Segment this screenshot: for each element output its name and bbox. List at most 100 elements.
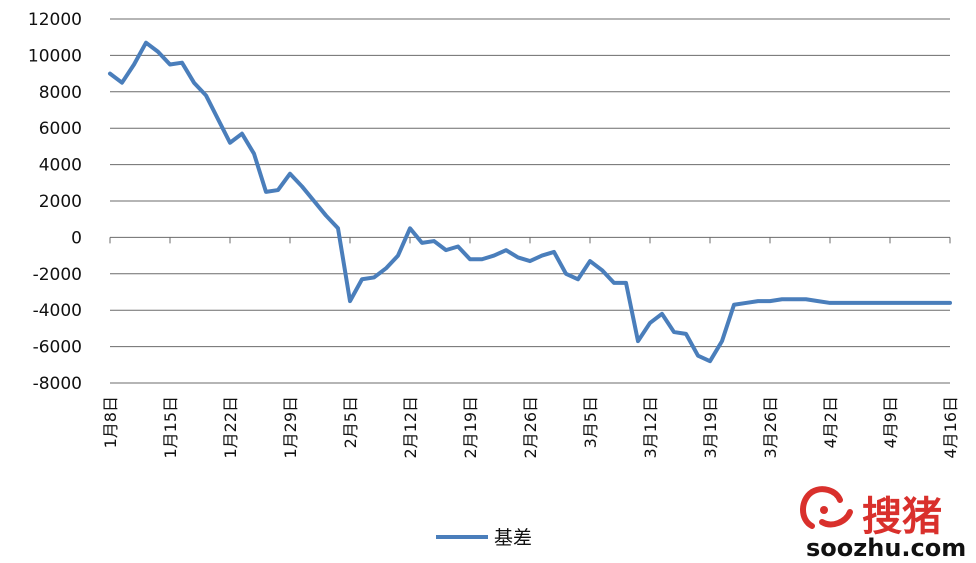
data-point xyxy=(277,189,279,191)
watermark-domain: soozhu.com xyxy=(806,534,966,562)
data-point xyxy=(181,62,183,64)
data-point xyxy=(625,282,627,284)
x-tick-label: 3月5日 xyxy=(581,396,600,448)
x-tick-label: 3月19日 xyxy=(701,396,720,459)
data-point xyxy=(889,302,891,304)
data-point xyxy=(133,63,135,66)
data-point xyxy=(721,340,723,342)
y-tick-label: 0 xyxy=(71,228,82,248)
data-point xyxy=(877,302,879,304)
data-point xyxy=(145,42,147,44)
data-point xyxy=(577,278,579,280)
data-point xyxy=(217,118,219,120)
watermark: 搜猪 soozhu.com xyxy=(800,486,966,562)
data-point xyxy=(949,302,951,304)
y-tick-label: -6000 xyxy=(33,338,82,358)
data-point xyxy=(337,227,339,229)
x-tick-label: 4月9日 xyxy=(881,396,900,448)
x-tick-label: 2月19日 xyxy=(461,396,480,459)
data-point xyxy=(481,258,483,260)
data-point xyxy=(493,255,495,257)
x-tick-label: 1月8日 xyxy=(101,396,120,448)
data-point xyxy=(733,304,735,306)
data-point xyxy=(397,255,399,257)
series-line-0 xyxy=(108,40,952,364)
data-point xyxy=(637,340,639,342)
data-point xyxy=(349,300,351,302)
data-point xyxy=(121,82,123,84)
data-point xyxy=(505,249,507,251)
x-tick-label: 3月26日 xyxy=(761,396,780,459)
data-point xyxy=(421,242,423,244)
y-tick-label: -8000 xyxy=(33,374,82,394)
x-tick-label: 3月12日 xyxy=(641,396,660,459)
y-tick-label: 4000 xyxy=(39,156,82,176)
data-point xyxy=(805,298,807,300)
data-point xyxy=(685,333,687,335)
data-point xyxy=(169,63,171,66)
x-tick-label: 1月29日 xyxy=(281,396,300,459)
x-axis xyxy=(109,236,951,244)
y-tick-label: 2000 xyxy=(39,192,82,212)
data-point xyxy=(361,278,363,280)
data-point xyxy=(829,302,831,304)
x-tick-label: 1月22日 xyxy=(221,396,240,459)
data-point xyxy=(109,73,111,75)
y-tick-label: 6000 xyxy=(39,119,82,139)
data-point xyxy=(673,331,675,333)
data-point xyxy=(289,173,291,175)
data-point xyxy=(793,298,795,300)
data-point xyxy=(205,94,207,97)
y-tick-label: -4000 xyxy=(33,301,82,321)
data-point xyxy=(913,302,915,304)
data-point xyxy=(229,142,231,144)
x-tick-label: 1月15日 xyxy=(161,396,180,459)
data-point xyxy=(457,245,459,248)
data-point xyxy=(301,185,303,188)
x-axis-ticks: 1月8日 1月15日 1月22日 1月29日 2月5日 2月12日 2月19日 2月26日 3月… xyxy=(101,396,960,459)
data-point xyxy=(769,300,771,302)
y-tick-label: 8000 xyxy=(39,83,82,103)
data-point xyxy=(661,313,663,315)
x-tick-label: 4月2日 xyxy=(821,396,840,448)
data-point xyxy=(433,240,435,242)
data-point xyxy=(193,82,195,84)
data-point xyxy=(757,300,759,302)
x-tick-label: 2月5日 xyxy=(341,396,360,448)
data-point xyxy=(613,282,615,284)
data-point xyxy=(901,302,903,304)
data-point xyxy=(697,355,699,357)
data-point xyxy=(817,300,819,302)
data-point xyxy=(469,258,471,260)
data-point xyxy=(853,302,855,304)
data-point xyxy=(373,276,375,279)
data-point xyxy=(601,269,603,271)
y-tick-label: -2000 xyxy=(33,265,82,285)
data-point xyxy=(925,302,927,304)
data-point xyxy=(385,267,387,269)
y-tick-label: 10000 xyxy=(28,46,82,66)
series-layer xyxy=(108,40,952,364)
y-tick-label: 12000 xyxy=(28,10,82,30)
data-point xyxy=(781,298,783,300)
x-tick-label: 2月26日 xyxy=(521,396,540,459)
data-point xyxy=(553,251,555,253)
data-point xyxy=(445,249,447,251)
data-point xyxy=(517,256,519,259)
watermark-chinese: 搜猪 xyxy=(862,494,942,540)
data-point xyxy=(157,51,159,53)
data-point xyxy=(241,133,243,135)
data-point xyxy=(565,273,567,275)
data-point xyxy=(745,302,747,304)
watermark-logo xyxy=(800,486,853,529)
data-point xyxy=(265,191,267,193)
data-point xyxy=(841,302,843,304)
y-axis-ticks: 12000 10000 8000 6000 4000 2000 0 -2000 -4000 -60… xyxy=(28,10,82,394)
data-point xyxy=(709,360,711,362)
data-point xyxy=(409,227,411,229)
data-point xyxy=(589,260,591,262)
x-tick-label: 4月16日 xyxy=(941,396,960,459)
legend: 基差 xyxy=(436,527,532,549)
data-point xyxy=(865,302,867,304)
